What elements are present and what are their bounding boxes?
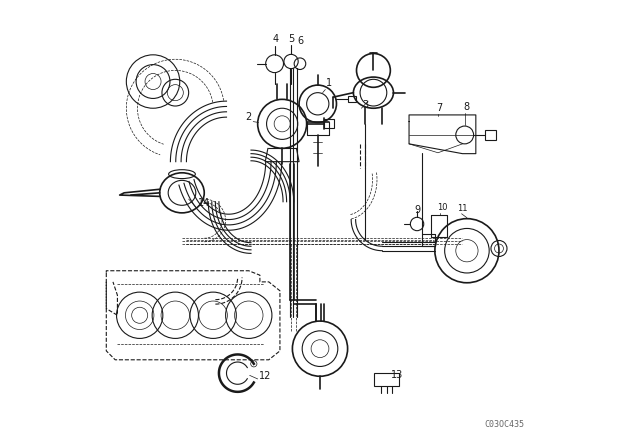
Text: 5: 5 — [288, 34, 294, 44]
Text: 8: 8 — [463, 102, 470, 112]
Text: 4: 4 — [273, 34, 278, 44]
Text: 3: 3 — [362, 100, 369, 111]
Text: 9: 9 — [414, 205, 420, 215]
Text: 6: 6 — [298, 36, 304, 46]
Text: 12: 12 — [259, 370, 271, 381]
Text: 11: 11 — [457, 204, 468, 213]
Text: 14: 14 — [198, 198, 210, 208]
Text: 13: 13 — [391, 370, 403, 380]
Text: 10: 10 — [436, 203, 447, 212]
Text: 1: 1 — [326, 78, 332, 88]
Polygon shape — [120, 189, 160, 196]
Text: 7: 7 — [436, 103, 443, 113]
Text: C03OC435: C03OC435 — [485, 420, 525, 429]
Text: 2: 2 — [245, 112, 252, 121]
